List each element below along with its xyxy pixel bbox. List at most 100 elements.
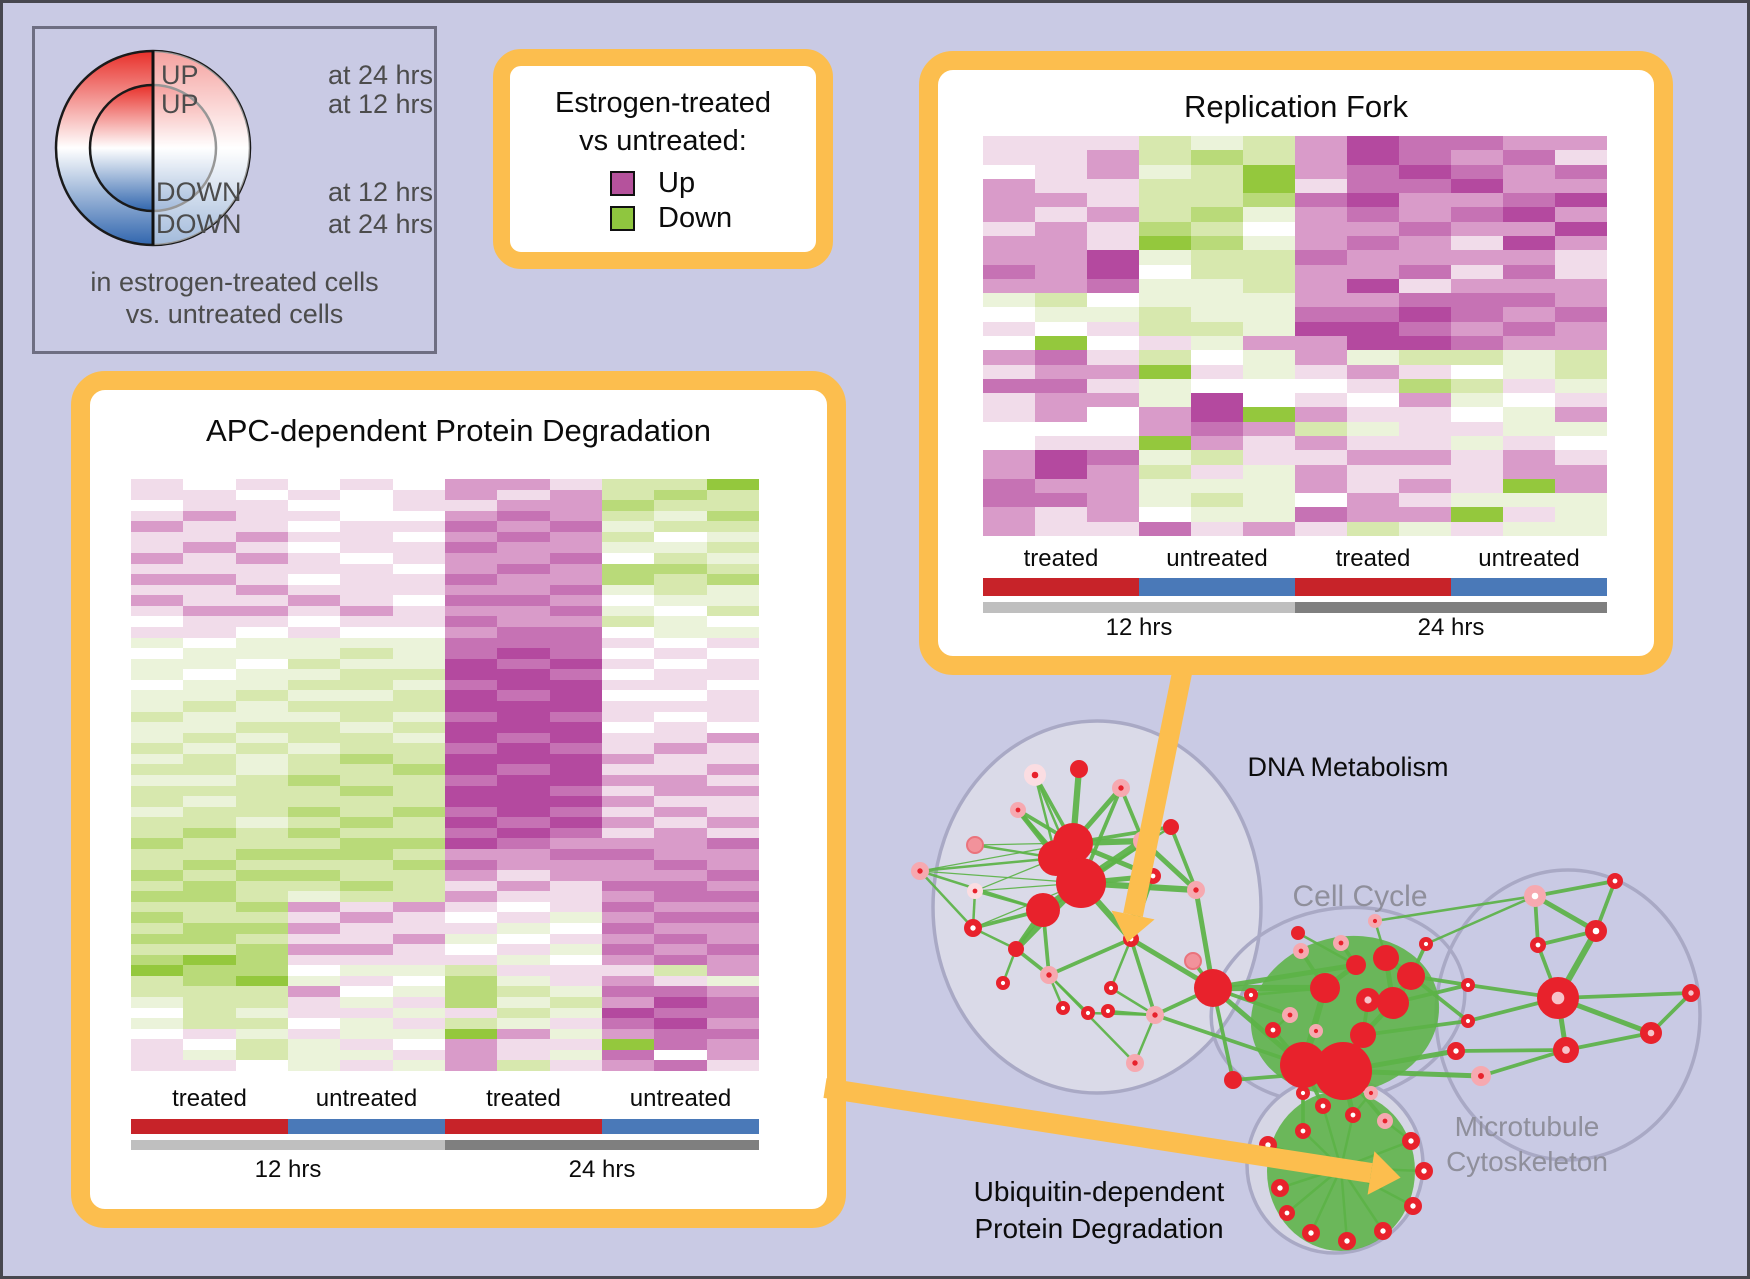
heatmap-cell — [1399, 464, 1451, 479]
estrogen-legend-title-line1: Estrogen-treated — [554, 87, 771, 119]
network-edge — [1374, 894, 1536, 923]
heatmap-cell — [1087, 364, 1139, 379]
heatmap-cell — [444, 658, 498, 670]
heatmap-cell — [287, 944, 341, 955]
heatmap-cell — [1243, 250, 1295, 265]
heatmap-cell — [340, 669, 393, 680]
heatmap-cell — [131, 870, 184, 881]
updown-note-line1: in estrogen-treated cells — [90, 267, 379, 297]
heatmap-cell — [1191, 307, 1243, 322]
heatmap-cell — [287, 912, 341, 923]
heatmap-cell — [497, 859, 550, 871]
heatmap-cell — [183, 827, 236, 839]
heatmap-cell — [340, 542, 393, 553]
heatmap-cell — [601, 1060, 655, 1071]
heatmap-cell — [549, 542, 602, 553]
heatmap-cell — [497, 510, 550, 522]
heatmap-cell — [1399, 321, 1451, 336]
heatmap-cell — [1035, 350, 1087, 365]
heatmap-cell — [392, 510, 445, 522]
heatmap-cell — [183, 753, 236, 765]
heatmap-cell — [1399, 193, 1451, 208]
heatmap-cell — [1555, 335, 1607, 351]
heatmap-cell — [1191, 407, 1243, 422]
heatmap-cell — [287, 954, 341, 966]
heatmap-cell — [497, 922, 550, 934]
gene-node-solid — [1314, 1042, 1372, 1100]
heatmap-cell — [392, 848, 445, 860]
heatmap-cell — [1295, 521, 1347, 536]
heatmap-cell — [1451, 207, 1503, 222]
gene-node-ring — [1279, 1205, 1296, 1222]
heatmap-cell — [549, 711, 602, 723]
heatmap-cell — [392, 700, 445, 712]
untreated-bar — [1139, 578, 1295, 596]
heatmap-cell — [1555, 350, 1607, 365]
enrichment-network — [823, 661, 1702, 1255]
up-color-swatch — [610, 171, 635, 196]
heatmap-cell — [497, 1018, 550, 1029]
heatmap-cell — [1035, 278, 1087, 294]
heatmap-cell — [654, 563, 707, 575]
heatmap-cell — [1347, 278, 1399, 294]
heatmap-cell — [1087, 493, 1139, 508]
heatmap-cell — [549, 848, 602, 860]
heatmap-cell — [340, 574, 393, 585]
gene-node-solid — [1056, 858, 1106, 908]
heatmap-cell — [392, 722, 445, 733]
heatmap-cell — [549, 732, 602, 744]
heatmap-cell — [392, 901, 445, 913]
heatmap-cell — [183, 975, 236, 987]
gene-node-ring — [1080, 1006, 1095, 1021]
heatmap-cell — [654, 848, 707, 860]
heatmap-cell — [183, 500, 236, 511]
heatmap-cell — [601, 859, 655, 871]
heatmap-cell — [983, 464, 1035, 479]
heatmap-cell — [549, 574, 602, 585]
heatmap-cell — [131, 552, 184, 564]
heatmap-cell — [1347, 164, 1399, 179]
heatmap-cell — [601, 912, 655, 923]
gene-node-ring — [1460, 978, 1475, 993]
heatmap-cell — [1035, 207, 1087, 222]
heatmap-cell — [131, 753, 184, 765]
network-edge — [1169, 826, 1198, 891]
heatmap-cell — [497, 700, 550, 712]
gene-node-ring — [1607, 872, 1624, 889]
heatmap-cell — [497, 1060, 550, 1071]
heatmap-cell — [235, 753, 288, 765]
heatmap-cell — [549, 743, 602, 754]
heatmap-cell — [183, 806, 236, 818]
heatmap-cell — [287, 574, 341, 585]
heatmap-cell — [1503, 264, 1555, 279]
heatmap-cell — [549, 648, 602, 659]
heatmap-cell — [706, 912, 759, 923]
heatmap-cell — [1295, 507, 1347, 522]
gene-node-ring — [1055, 1001, 1070, 1016]
heatmap-cell — [549, 1039, 602, 1050]
heatmap-cell — [235, 531, 288, 543]
heatmap-cell — [601, 658, 655, 670]
heatmap-cell — [983, 507, 1035, 522]
heatmap-cell — [601, 552, 655, 564]
heatmap-cell — [1087, 321, 1139, 336]
heatmap-cell — [1451, 307, 1503, 322]
time-group-bar — [983, 602, 1295, 613]
heatmap-cell — [706, 764, 759, 775]
heatmap-cell — [444, 690, 498, 701]
heatmap-cell — [1451, 235, 1503, 251]
heatmap-cell — [183, 774, 236, 786]
heatmap-cell — [235, 479, 288, 490]
heatmap-cell — [444, 1007, 498, 1019]
heatmap-cell — [654, 859, 707, 871]
heatmap-cell — [235, 848, 288, 860]
heatmap-cell — [1451, 521, 1503, 536]
network-edge — [1534, 879, 1616, 898]
heatmap-cell — [1555, 235, 1607, 251]
heatmap-cell — [497, 616, 550, 627]
heatmap-cell — [131, 838, 184, 849]
heatmap-cell — [654, 764, 707, 775]
heatmap-cell — [1451, 335, 1503, 351]
gene-node-solid — [1194, 969, 1232, 1007]
heatmap-cell — [444, 1049, 498, 1061]
